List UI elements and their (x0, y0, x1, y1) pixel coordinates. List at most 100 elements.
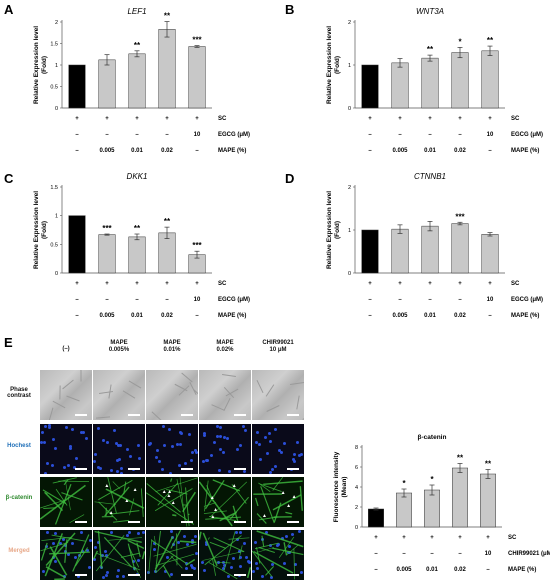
chart-a-cond-label-sc: SC (218, 116, 227, 122)
chart-a-sig-3: ** (164, 12, 171, 21)
col-header-mape-0005: MAPE 0.005% (108, 340, 130, 353)
chart-c-cond-mape-2: 0.01 (131, 313, 143, 319)
chart-d-cond-sc-3: + (458, 281, 462, 287)
chart-d-cond-mape-2: 0.01 (424, 313, 436, 319)
chart-b-ytick-label-0: 0 (348, 106, 351, 112)
panel-letter-c: C (4, 171, 14, 186)
chart-c-ytick-label-1: 0.5 (50, 242, 58, 248)
chart-e-sig-4: ** (485, 460, 492, 469)
chart-e-cond-sc-3: + (458, 535, 462, 541)
micrograph-phase-4 (252, 370, 304, 420)
chart-b-sig-4: ** (487, 36, 494, 45)
chart-a-bar-1 (98, 59, 116, 109)
micrograph-hoechst-0 (40, 424, 92, 474)
micrograph-hoechst-3 (199, 424, 251, 474)
chart-b-bar-4 (481, 50, 499, 109)
chart-d-cond-sc-4: + (488, 281, 492, 287)
chart-a-cond-egcg-3: – (165, 132, 169, 138)
chart-b-cond-label-sc: SC (511, 116, 520, 122)
chart-d-cond-egcg-4: 10 (487, 297, 494, 303)
chart-e-cond-mape-0: – (374, 567, 378, 573)
chart-d-cond-egcg-2: – (428, 297, 432, 303)
micrograph-hoechst-2 (146, 424, 198, 474)
chart-c-title: DKK1 (127, 172, 148, 181)
micrograph-phase-0 (40, 370, 92, 420)
micrograph-bcat-3: ▲ ▲ ▲ ▲ (199, 477, 251, 527)
chart-b-cond-mape-2: 0.01 (424, 148, 436, 154)
chart-b-cond-egcg-3: – (458, 132, 462, 138)
chart-e-ytick-label-1: 2 (355, 505, 358, 511)
chart-b-cond-sc-2: + (428, 116, 432, 122)
micrograph-merged-2 (146, 530, 198, 580)
chart-a-ytick-label-2: 1 (55, 63, 58, 69)
chart-c-cond-egcg-4: 10 (194, 297, 201, 303)
chart-d-cond-label-sc: SC (511, 281, 520, 287)
chart-d-cond-egcg-1: – (398, 297, 402, 303)
micrograph-merged-3 (199, 530, 251, 580)
chart-a-bar-4 (188, 46, 206, 109)
chart-b-cond-sc-0: + (368, 116, 372, 122)
chart-b-sig-2: ** (427, 45, 434, 54)
chart-e-ytick-label-3: 6 (355, 465, 358, 471)
row-label-bcatenin: β-catenin (5, 495, 33, 501)
chart-c-cond-label-mape: MAPE (%) (218, 313, 246, 319)
chart-e-cond-label-sc: SC (508, 535, 517, 541)
chart-a-ytick-label-4: 2 (55, 20, 58, 26)
chart-c-cond-egcg-3: – (165, 297, 169, 303)
chart-d-cond-mape-3: 0.02 (454, 313, 466, 319)
chart-b-cond-mape-3: 0.02 (454, 148, 466, 154)
row-label-hoechst: Hochest (7, 443, 31, 449)
chart-b-cond-label-mape: MAPE (%) (511, 148, 539, 154)
micrograph-hoechst-4 (252, 424, 304, 474)
chart-a-cond-mape-4: – (195, 148, 199, 154)
chart-b-cond-egcg-2: – (428, 132, 432, 138)
chart-a-cond-egcg-1: – (105, 132, 109, 138)
chart-e-cond-sc-1: + (402, 535, 406, 541)
chart-b-title: WNT3A (416, 7, 444, 16)
chart-a-ylabel-unit: (Fold) (41, 56, 48, 74)
chart-c-sig-3: ** (164, 217, 171, 226)
chart-d-cond-label-egcg: EGCG (μM) (511, 297, 543, 303)
chart-a-cond-sc-0: + (75, 116, 79, 122)
chart-d-bar-0 (361, 229, 379, 274)
chart-e-ylabel: Fluorescence intensity (333, 451, 340, 522)
micrograph-hoechst-1 (93, 424, 145, 474)
chart-a-bar-2 (128, 53, 146, 109)
chart-c-sig-4: *** (192, 241, 202, 250)
chart-d-cond-mape-1: 0.005 (392, 313, 408, 319)
chart-c-ytick-label-3: 1.5 (50, 185, 58, 191)
chart-c-cond-sc-0: + (75, 281, 79, 287)
chart-e-cond-label-chir: CHIR99021 (μM) (508, 551, 550, 557)
chart-b-cond-egcg-1: – (398, 132, 402, 138)
chart-a-bar-0 (68, 64, 86, 109)
chart-c-bar-0 (68, 215, 86, 274)
chart-b-cond-mape-1: 0.005 (392, 148, 408, 154)
chart-e-cond-chir-3: – (458, 551, 462, 557)
chart-c-cond-sc-4: + (195, 281, 199, 287)
chart-e-cond-sc-0: + (374, 535, 378, 541)
col-header-mape-002: MAPE 0.02% (216, 340, 234, 353)
chart-a-cond-label-egcg: EGCG (μM) (218, 132, 250, 138)
chart-c-ytick-label-0: 0 (55, 271, 58, 277)
chart-e-ylabel-unit: (Mean) (341, 477, 348, 498)
chart-b-cond-sc-4: + (488, 116, 492, 122)
chart-d-bar-2 (421, 225, 439, 274)
row-label-phase: Phase contrast (7, 387, 31, 399)
chart-d-bar-4 (481, 234, 499, 274)
chart-d-cond-mape-0: – (368, 313, 372, 319)
chart-d-ytick-label-2: 2 (348, 185, 351, 191)
chart-c-ylabel: Relative Expression level (33, 191, 40, 269)
micrograph-bcat-2: ▲ ▲ ▲ ▲ (146, 477, 198, 527)
micrograph-phase-1 (93, 370, 145, 420)
chart-d-cond-egcg-3: – (458, 297, 462, 303)
chart-a-cond-egcg-0: – (75, 132, 79, 138)
chart-c-cond-egcg-1: – (105, 297, 109, 303)
chart-b-cond-mape-0: – (368, 148, 372, 154)
chart-a-cond-mape-3: 0.02 (161, 148, 173, 154)
chart-c-cond-mape-1: 0.005 (99, 313, 115, 319)
chart-d-ytick-label-0: 0 (348, 271, 351, 277)
chart-a-cond-label-mape: MAPE (%) (218, 148, 246, 154)
chart-c-cond-mape-3: 0.02 (161, 313, 173, 319)
chart-b-cond-label-egcg: EGCG (μM) (511, 132, 543, 138)
chart-e-ytick-label-0: 0 (355, 525, 358, 531)
